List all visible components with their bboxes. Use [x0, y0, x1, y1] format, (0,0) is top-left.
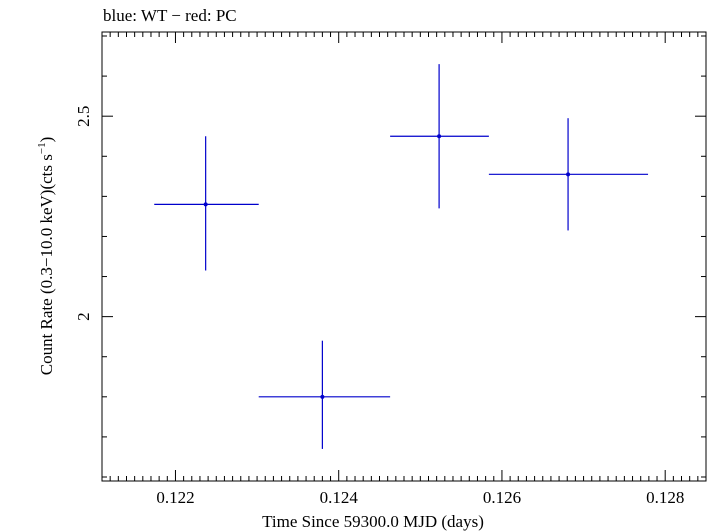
y-axis-label: Count Rate (0.3−10.0 keV)(cts s−1): [36, 137, 56, 376]
x-tick-label: 0.124: [320, 488, 359, 507]
plot-frame: [101, 31, 707, 482]
x-tick-label: 0.128: [646, 488, 684, 507]
data-point: [258, 340, 391, 449]
data-series: [154, 64, 649, 449]
chart-title: blue: WT − red: PC: [103, 6, 237, 25]
y-axis-label-close: ): [37, 137, 56, 143]
data-marker: [437, 134, 442, 139]
data-marker: [566, 172, 571, 177]
x-tick-label: 0.126: [483, 488, 521, 507]
data-marker: [203, 202, 208, 207]
x-tick-label: 0.122: [156, 488, 194, 507]
y-axis-label-main: Count Rate (0.3−10.0 keV)(cts s: [37, 154, 56, 375]
y-tick-label: 2.5: [74, 106, 93, 127]
data-point: [390, 64, 489, 209]
y-axis-label-superscript: −1: [36, 142, 48, 154]
x-axis-label: Time Since 59300.0 MJD (days): [262, 512, 484, 531]
axes: 0.122 0.124 0.126 0.128 2 2.5: [74, 32, 707, 507]
data-point: [154, 136, 259, 271]
y-tick-label: 2: [74, 312, 93, 321]
data-point: [488, 118, 649, 231]
data-marker: [320, 394, 325, 399]
